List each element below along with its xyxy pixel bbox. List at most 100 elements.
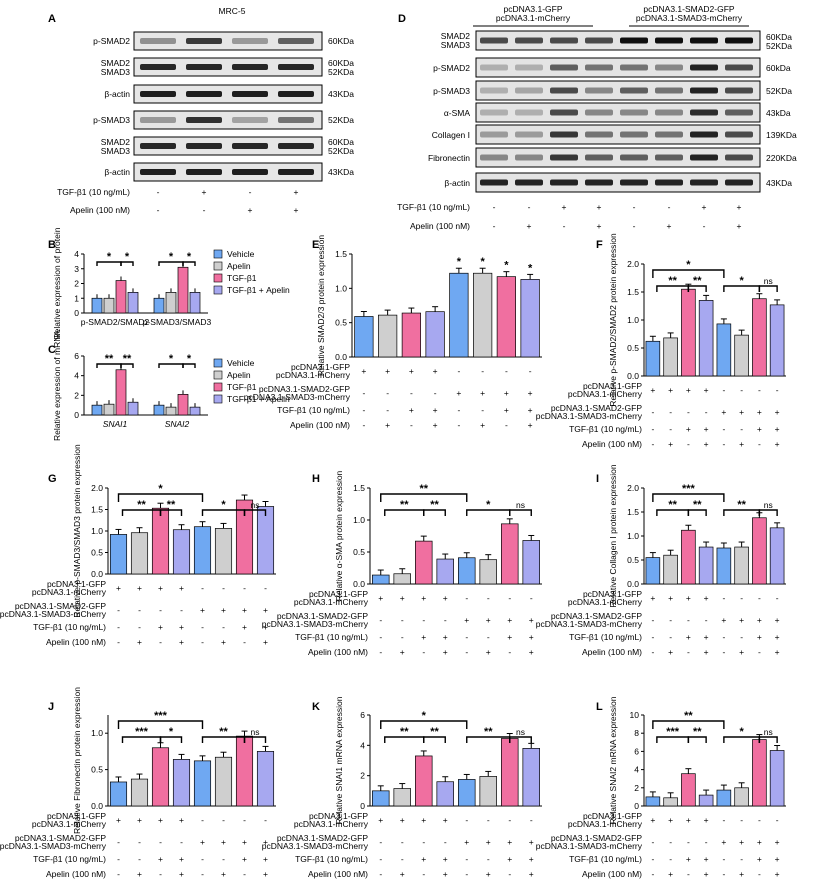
legend-swatch [213, 273, 223, 283]
condition-mark: - [651, 439, 654, 449]
condition-mark: - [243, 637, 246, 647]
condition-mark: + [443, 869, 448, 879]
size-label: 60kDa [766, 63, 791, 73]
size-label: 220KDa [766, 153, 797, 163]
band [550, 37, 578, 44]
condition-mark: + [507, 632, 512, 642]
significance-bracket [120, 363, 134, 368]
condition-mark: - [138, 605, 141, 615]
bar [734, 546, 749, 585]
condition-mark: + [739, 837, 744, 847]
significance-label: ** [219, 726, 228, 738]
blot-box [133, 162, 323, 182]
condition-mark: - [508, 815, 511, 825]
condition-mark: - [117, 854, 120, 864]
size-label: 52KDa [766, 86, 792, 96]
band [655, 154, 683, 161]
condition-label: pcDNA3.1-mCherry [568, 597, 643, 607]
size-label: 52KDa [328, 115, 354, 125]
y-tick-label: 0.0 [627, 579, 639, 589]
y-tick-label: 1.0 [91, 526, 103, 536]
condition-mark: - [379, 615, 382, 625]
treatment-mark: - [633, 202, 636, 212]
condition-mark: + [650, 385, 655, 395]
significance-label: ** [737, 499, 746, 511]
condition-mark: - [687, 615, 690, 625]
band [515, 37, 543, 44]
bar [189, 406, 201, 416]
condition-label: pcDNA3.1-GFP [309, 811, 368, 821]
blot-box [475, 102, 761, 123]
bar [235, 735, 254, 807]
condition-label: TGF-β1 (10 ng/mL) [295, 854, 368, 864]
significance-label: ** [484, 726, 493, 738]
condition-mark: - [379, 837, 382, 847]
condition-mark: - [465, 647, 468, 657]
condition-mark: - [669, 632, 672, 642]
condition-mark: - [508, 647, 511, 657]
band [690, 64, 718, 71]
bar [153, 297, 165, 314]
y-tick-label: 0.5 [91, 548, 103, 558]
significance-bracket [652, 269, 725, 278]
significance-bracket [182, 261, 196, 266]
legend-entry: Apelin [227, 370, 251, 380]
condition-mark: + [385, 366, 390, 376]
significance-label: ** [400, 499, 409, 511]
y-tick-label: 0.0 [627, 371, 639, 381]
band [515, 64, 543, 71]
condition-mark: - [508, 593, 511, 603]
band [515, 109, 543, 116]
y-tick-label: 4 [360, 740, 365, 750]
condition-mark: + [242, 605, 247, 615]
significance-bracket [758, 285, 778, 292]
significance-label: * [187, 251, 192, 263]
band [725, 87, 753, 94]
condition-mark: + [116, 583, 121, 593]
condition-mark: + [385, 420, 390, 430]
condition-label: pcDNA3.1-GFP [47, 579, 106, 589]
y-axis-title: Relative p-SMAD2/SMAD2 protein expressio… [608, 233, 618, 407]
significance-bracket [652, 493, 725, 502]
condition-mark: - [117, 837, 120, 847]
condition-mark: + [650, 815, 655, 825]
band [140, 64, 176, 70]
significance-bracket [243, 736, 267, 743]
bar [372, 790, 390, 807]
significance-label: * [739, 275, 744, 287]
condition-mark: - [651, 632, 654, 642]
significance-label: * [221, 499, 226, 511]
bar [663, 797, 678, 807]
condition-label: pcDNA3.1-SMAD2-GFP [277, 833, 368, 843]
condition-label: pcDNA3.1-SMAD2-GFP [15, 601, 106, 611]
condition-mark: + [668, 593, 673, 603]
significance-label: ns [764, 500, 773, 510]
condition-mark: + [200, 605, 205, 615]
panel-label: K [312, 701, 320, 713]
condition-mark: + [433, 405, 438, 415]
condition-mark: - [669, 424, 672, 434]
y-tick-label: 1.0 [91, 728, 103, 738]
band [140, 38, 176, 44]
band [655, 179, 683, 186]
condition-mark: - [457, 405, 460, 415]
band [550, 131, 578, 138]
significance-label: * [169, 251, 174, 263]
bar [473, 272, 493, 358]
category-label: p-SMAD3/SMAD3 [143, 317, 212, 327]
treatment-mark: - [493, 202, 496, 212]
significance-label: ** [684, 710, 693, 722]
condition-mark: - [379, 854, 382, 864]
condition-mark: - [401, 615, 404, 625]
legend-entry: Apelin [227, 261, 251, 271]
treatment-mark: + [702, 202, 707, 212]
bar [172, 529, 191, 575]
bar [645, 340, 661, 377]
treatment-label: Apelin (100 nM) [410, 221, 470, 231]
y-tick-label: 0.5 [335, 318, 347, 328]
bar [496, 276, 516, 358]
significance-bracket [509, 736, 532, 743]
bar [752, 517, 767, 585]
size-label: 43KDa [766, 178, 792, 188]
condition-mark: - [722, 424, 725, 434]
